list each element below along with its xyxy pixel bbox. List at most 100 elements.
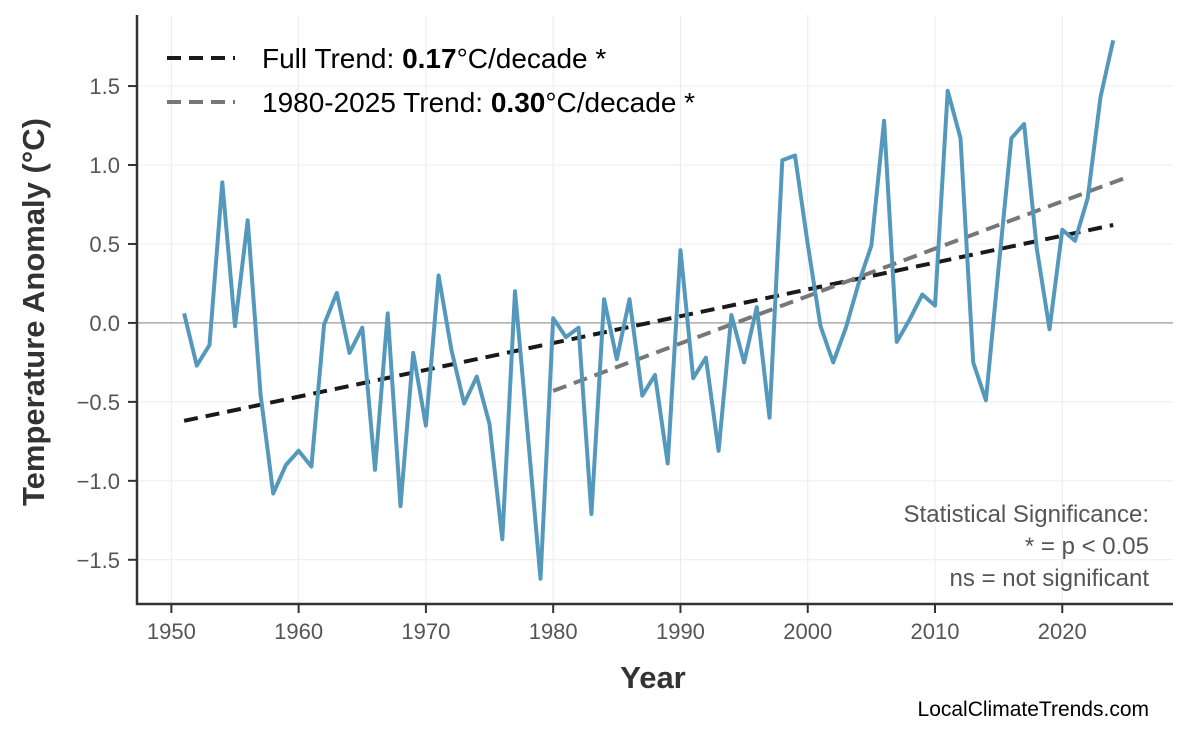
data-point-1990 (678, 248, 682, 252)
data-point-2012 (958, 136, 962, 140)
data-point-2016 (1009, 136, 1013, 140)
data-point-1993 (717, 449, 721, 453)
legend: Full Trend: 0.17°C/decade * 1980-2025 Tr… (167, 43, 695, 118)
data-point-1976 (500, 537, 504, 541)
data-point-1982 (577, 326, 581, 330)
data-point-2009 (920, 292, 924, 296)
data-point-1951 (182, 311, 186, 315)
full-trend-line (183, 223, 1114, 423)
y-tick-label: −1.5 (77, 548, 120, 573)
legend-value-recent-trend: 0.30 (491, 87, 546, 118)
data-point-1955 (233, 324, 237, 328)
watermark: LocalClimateTrends.com (918, 698, 1149, 721)
data-point-1967 (386, 311, 390, 315)
data-point-1968 (398, 504, 402, 508)
data-point-1978 (526, 431, 530, 435)
data-point-2008 (908, 318, 912, 322)
data-point-1973 (462, 401, 466, 405)
anomaly-line (182, 39, 1116, 581)
significance-note-title: Statistical Significance: (904, 501, 1149, 528)
data-point-1958 (271, 491, 275, 495)
x-axis-title: Year (620, 660, 686, 695)
x-tick-label: 2000 (783, 619, 832, 644)
x-tick-label: 2010 (911, 619, 960, 644)
data-point-1996 (755, 305, 759, 309)
data-point-1959 (284, 463, 288, 467)
data-point-1963 (335, 291, 339, 295)
series-group (182, 38, 1116, 581)
y-tick-label: −1.0 (77, 469, 120, 494)
axes (128, 15, 1173, 613)
data-point-1953 (208, 343, 212, 347)
data-point-2017 (1022, 122, 1026, 126)
data-point-2002 (831, 360, 835, 364)
data-point-1994 (729, 313, 733, 317)
data-point-2007 (895, 340, 899, 344)
recent-trend-line (552, 175, 1127, 393)
data-point-1984 (602, 297, 606, 301)
data-point-1981 (564, 335, 568, 339)
data-point-1995 (742, 360, 746, 364)
data-point-1998 (780, 158, 784, 162)
data-point-1962 (322, 323, 326, 327)
data-point-2024 (1111, 38, 1115, 42)
data-point-1980 (551, 316, 555, 320)
data-point-2006 (882, 119, 886, 123)
y-tick-label: −0.5 (77, 390, 120, 415)
significance-note-ns: ns = not significant (950, 565, 1150, 592)
data-point-1961 (309, 465, 313, 469)
data-point-2023 (1098, 95, 1102, 99)
data-point-1988 (653, 373, 657, 377)
data-point-1960 (297, 449, 301, 453)
data-point-1970 (424, 424, 428, 428)
data-point-1987 (640, 394, 644, 398)
data-point-2010 (933, 304, 937, 308)
data-point-1966 (373, 468, 377, 472)
x-tick-label: 1990 (656, 619, 705, 644)
y-tick-label: 1.0 (89, 153, 120, 178)
data-point-1992 (704, 356, 708, 360)
y-tick-label: 1.5 (89, 74, 120, 99)
data-point-1979 (538, 577, 542, 581)
data-point-1983 (589, 512, 593, 516)
y-axis-title: Temperature Anomaly (°C) (16, 118, 51, 506)
data-point-1997 (768, 416, 772, 420)
data-point-1956 (246, 218, 250, 222)
y-tick-label: 0.5 (89, 232, 120, 257)
data-point-1971 (437, 274, 441, 278)
data-point-2003 (844, 326, 848, 330)
data-point-1989 (666, 461, 670, 465)
data-point-2004 (857, 281, 861, 285)
data-point-1957 (258, 392, 262, 396)
data-point-1964 (348, 351, 352, 355)
data-point-2013 (971, 360, 975, 364)
x-tick-label: 1960 (274, 619, 323, 644)
data-point-2000 (806, 242, 810, 246)
data-point-2020 (1060, 228, 1064, 232)
x-tick-label: 1980 (529, 619, 578, 644)
data-point-2001 (818, 324, 822, 328)
legend-value-full-trend: 0.17 (402, 43, 457, 74)
data-point-1954 (220, 180, 224, 184)
data-point-2015 (997, 266, 1001, 270)
legend-entry-full-trend: Full Trend: 0.17°C/decade * (262, 43, 606, 74)
x-tick-label: 1950 (147, 619, 196, 644)
data-point-1991 (691, 376, 695, 380)
data-point-2011 (946, 89, 950, 93)
y-tick-label: 0.0 (89, 311, 120, 336)
data-point-1965 (360, 326, 364, 330)
significance-note-star: * = p < 0.05 (1025, 533, 1149, 560)
data-point-1986 (628, 297, 632, 301)
significance-note: Statistical Significance: * = p < 0.05 n… (904, 501, 1150, 592)
legend-entry-recent-trend: 1980-2025 Trend: 0.30°C/decade * (262, 87, 695, 118)
data-point-1985 (615, 357, 619, 361)
x-tick-label: 2020 (1038, 619, 1087, 644)
data-point-2005 (869, 244, 873, 248)
data-point-2022 (1086, 196, 1090, 200)
x-tick-label: 1970 (401, 619, 450, 644)
data-point-1969 (411, 351, 415, 355)
tick-labels: 1950 1960 1970 1980 1990 2000 2010 2020 −1.5 −1.0… (77, 74, 1087, 644)
trend-lines (183, 175, 1127, 423)
data-point-2014 (984, 398, 988, 402)
